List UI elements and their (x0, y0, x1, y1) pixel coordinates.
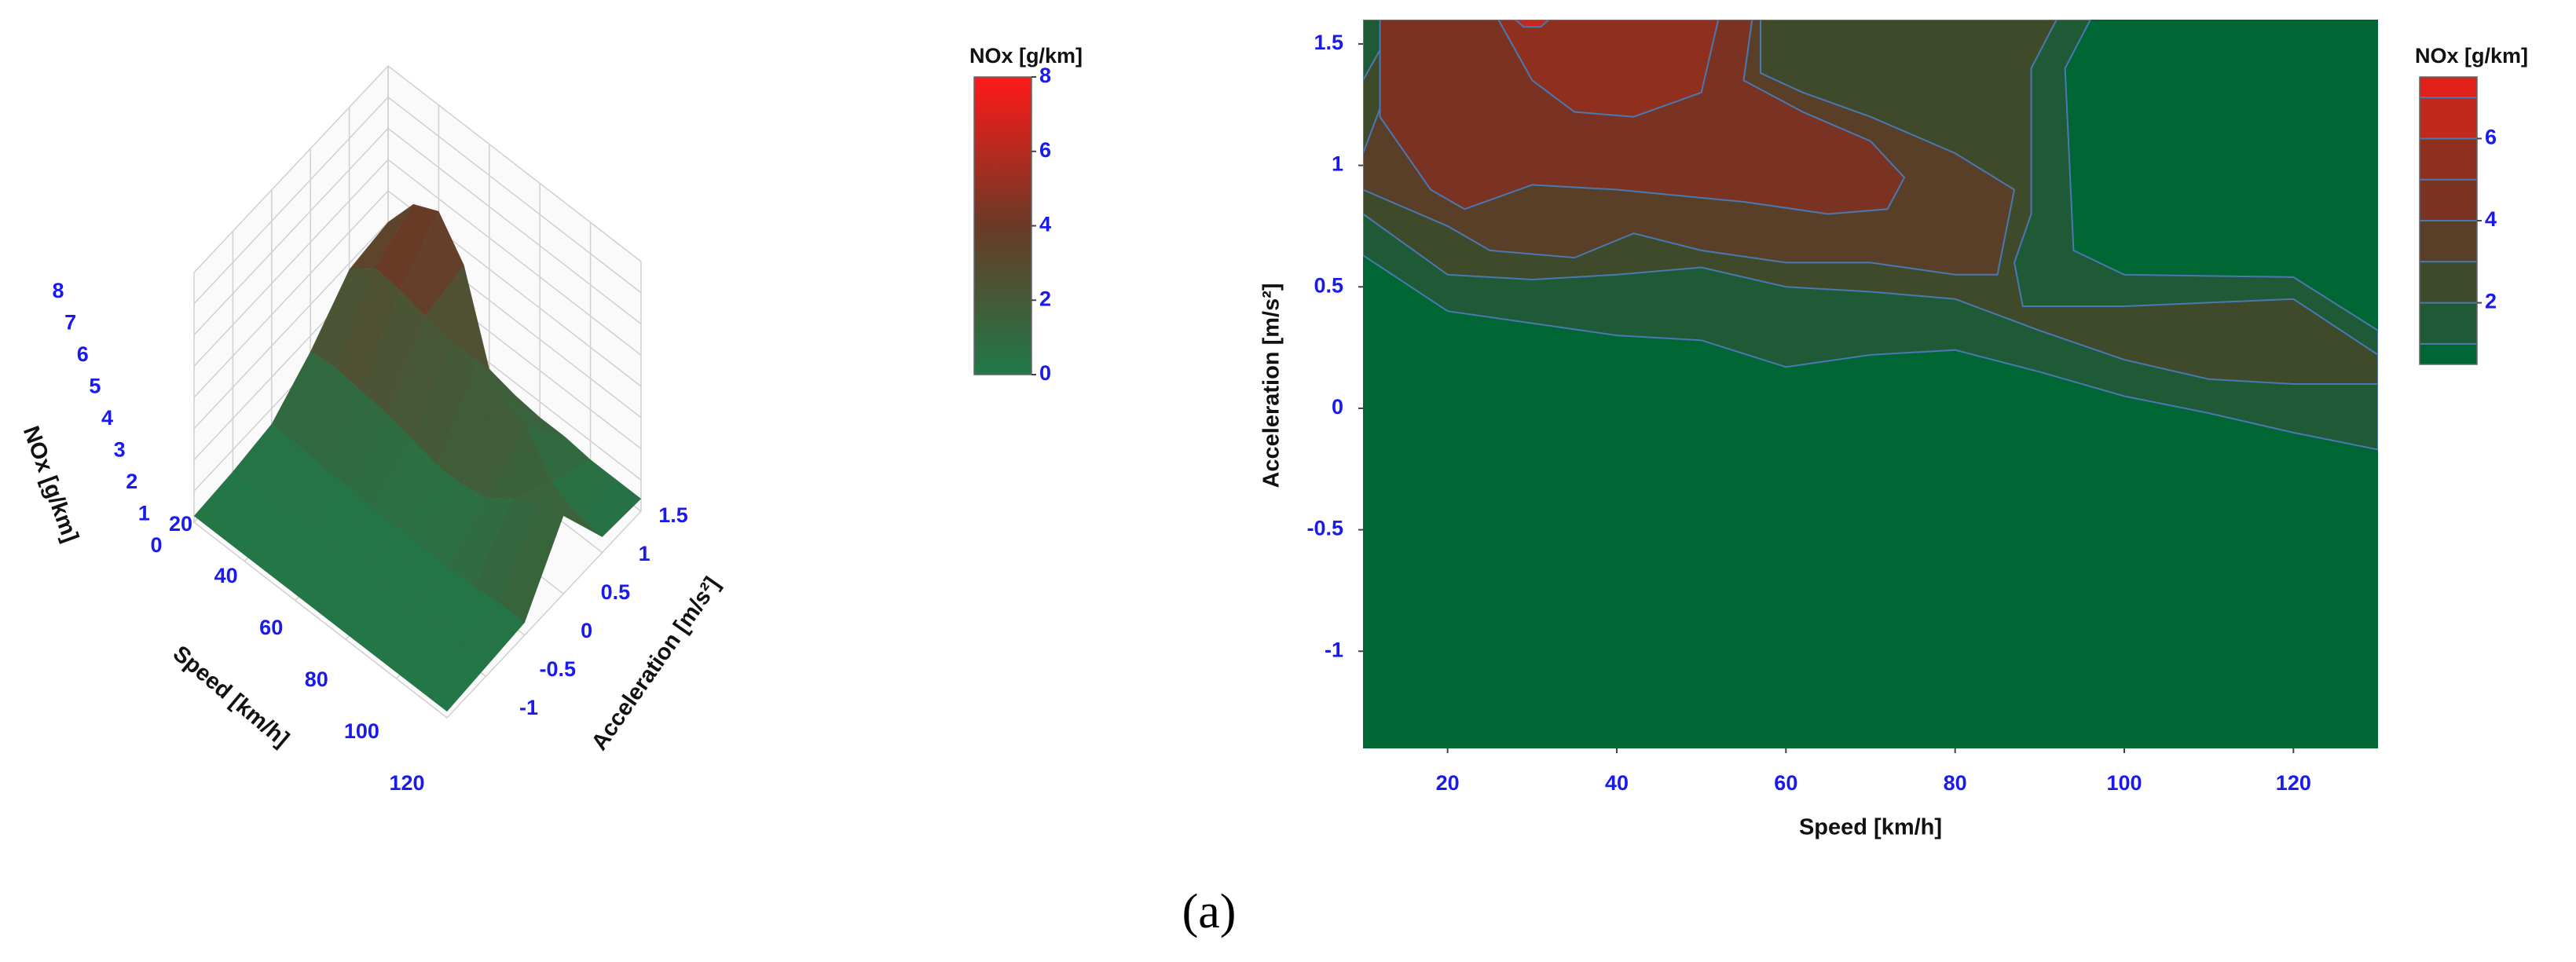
y-tick-label: 0 (581, 619, 592, 642)
x-tick-label: 100 (344, 719, 379, 743)
contour-regions (1363, 20, 2378, 451)
z-tick-label: 1 (138, 502, 150, 525)
colorbar-tick-label: 6 (1039, 138, 1051, 162)
x-tick-label: 40 (214, 564, 238, 587)
surface-patch (421, 646, 487, 712)
x-tick-label: 100 (2106, 771, 2142, 795)
z-tick-label: 4 (101, 406, 113, 430)
y-tick-label: 1.5 (1314, 31, 1343, 54)
z-tick-label: 8 (52, 279, 64, 302)
grid-line (193, 273, 448, 719)
x-axis-title: Speed [km/h] (1799, 815, 1942, 840)
y-tick-label: 1.5 (658, 503, 688, 527)
z-tick-label: 2 (126, 470, 137, 493)
x-tick-label: 60 (259, 616, 283, 639)
colorbar-band (2420, 302, 2477, 344)
z-axis-title: NOx [g/km] (18, 422, 83, 545)
colorbar-tick-label: 6 (2485, 126, 2497, 149)
y-axis-title: Acceleration [m/s²] (1259, 283, 1284, 488)
x-tick-label: 120 (389, 771, 424, 795)
colorbar-tick-label: 8 (1039, 64, 1051, 87)
z-tick-label: 5 (89, 375, 101, 398)
x-tick-label: 80 (1944, 771, 1967, 795)
contour-region (1379, 20, 1906, 215)
z-tick-label: 3 (114, 438, 126, 462)
x-tick-label: 40 (1605, 771, 1629, 795)
x-axis-title: Speed [km/h] (168, 641, 294, 752)
colorbar-band (2420, 97, 2477, 139)
colorbar-band (2420, 179, 2477, 221)
colorbar-band (2420, 221, 2477, 262)
x-tick-label: 20 (1436, 771, 1460, 795)
contour-region (1514, 20, 1551, 28)
colorbar-band (2420, 77, 2477, 98)
x-tick-label: 60 (1774, 771, 1797, 795)
z-tick-label: 0 (150, 533, 162, 557)
y-tick-label: -1 (519, 696, 538, 719)
y-tick-label: 0.5 (1314, 273, 1343, 297)
contour-region (1497, 20, 1720, 118)
caption: (a) (1182, 885, 1237, 938)
colorbar-tick-label: 2 (1039, 287, 1051, 310)
colorbar-tick-label: 0 (1039, 361, 1051, 385)
colorbar-tick-label: 4 (1039, 213, 1051, 236)
z-tick-label: 7 (64, 311, 76, 335)
y-tick-label: -0.5 (540, 657, 577, 681)
z-tick-label: 6 (77, 342, 89, 366)
x-tick-label: 120 (2276, 771, 2311, 795)
y-tick-label: -0.5 (1306, 517, 1343, 540)
x-tick-label: 20 (169, 512, 192, 536)
y-tick-label: 1 (1332, 152, 1343, 176)
colorbar-band (2420, 138, 2477, 180)
y-tick-label: 1 (639, 542, 650, 565)
y-tick-label: 0.5 (601, 580, 631, 604)
colorbar-tick-label: 4 (2485, 207, 2497, 231)
colorbar-tick-label: 2 (2485, 290, 2497, 313)
y-tick-label: -1 (1325, 638, 1343, 661)
colorbar-band (2420, 262, 2477, 303)
colorbar (974, 77, 1031, 375)
colorbar-title: NOx [g/km] (969, 44, 1083, 68)
y-tick-label: 0 (1332, 395, 1343, 419)
colorbar-title: NOx [g/km] (2415, 44, 2528, 68)
colorbar-band (2420, 343, 2477, 364)
x-tick-label: 80 (305, 668, 328, 691)
